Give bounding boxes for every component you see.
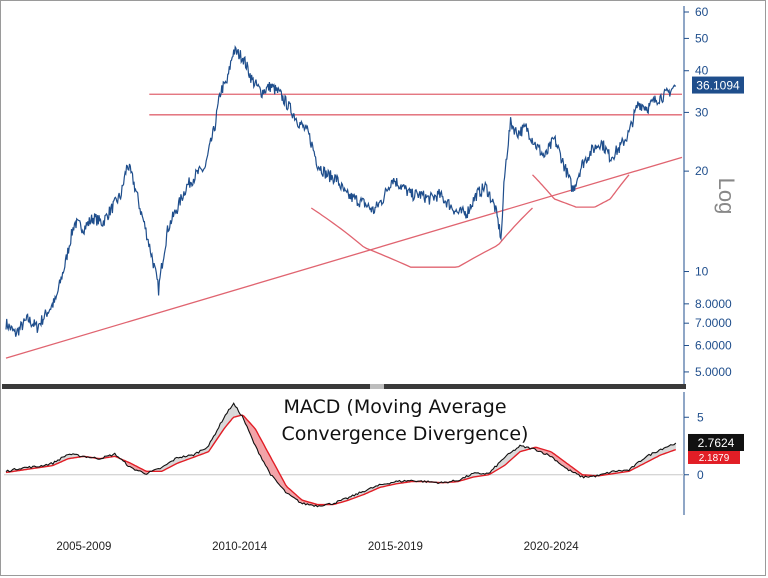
price-tick-label: 50 bbox=[695, 31, 709, 45]
price-tick-label: 7.0000 bbox=[695, 316, 732, 330]
x-category-label: 2005-2009 bbox=[56, 541, 111, 553]
support-trendline bbox=[5, 156, 683, 359]
price-tick-label: 6.0000 bbox=[695, 339, 732, 353]
price-series-line bbox=[5, 44, 677, 337]
price-tick-label: 10 bbox=[695, 265, 709, 279]
x-category-label: 2020-2024 bbox=[524, 541, 580, 553]
macd-signal-value-badge: 2.1879 bbox=[688, 450, 740, 464]
macd-line bbox=[5, 402, 677, 508]
price-tick-label: 60 bbox=[695, 5, 709, 19]
price-tick-label: 8.0000 bbox=[695, 297, 732, 311]
rounding-bottom-arc bbox=[532, 174, 630, 208]
price-tick-label: 40 bbox=[695, 64, 709, 78]
rounding-bottom-arc bbox=[310, 207, 533, 268]
panel-divider-handle[interactable] bbox=[370, 384, 384, 389]
macd-last-value-badge: 2.7624 bbox=[688, 433, 744, 451]
price-y-axis-title: Log bbox=[714, 178, 739, 215]
macd-signal-line bbox=[5, 414, 677, 506]
macd-tick-label: 0 bbox=[697, 468, 704, 482]
price-last-value-badge: 36.1094 bbox=[692, 76, 744, 94]
price-last-value: 36.1094 bbox=[696, 79, 740, 93]
price-y-ticks: 60 50 40 30 20 10 8.0000 7.0000 6.0000 5.0000 bbox=[684, 5, 732, 379]
price-overlays bbox=[5, 93, 683, 359]
x-category-label: 2010-2014 bbox=[212, 541, 268, 553]
price-tick-label: 20 bbox=[695, 164, 709, 178]
macd-title-line-2: Convergence Divergence) bbox=[282, 423, 529, 445]
x-category-labels: 2005-2009 2010-2014 2015-2019 2020-2024 bbox=[56, 541, 579, 553]
macd-y-ticks: 50 bbox=[684, 410, 704, 482]
macd-title-line-1: MACD (Moving Average bbox=[283, 396, 506, 418]
macd-tick-label: 5 bbox=[697, 410, 704, 424]
macd-last-value: 2.7624 bbox=[698, 436, 735, 450]
price-tick-label: 30 bbox=[695, 105, 709, 119]
macd-divergence-fills bbox=[5, 402, 676, 508]
macd-signal-value: 2.1879 bbox=[699, 453, 730, 464]
x-category-label: 2015-2019 bbox=[368, 541, 423, 553]
price-tick-label: 5.0000 bbox=[695, 365, 732, 379]
panel-divider bbox=[2, 384, 686, 389]
